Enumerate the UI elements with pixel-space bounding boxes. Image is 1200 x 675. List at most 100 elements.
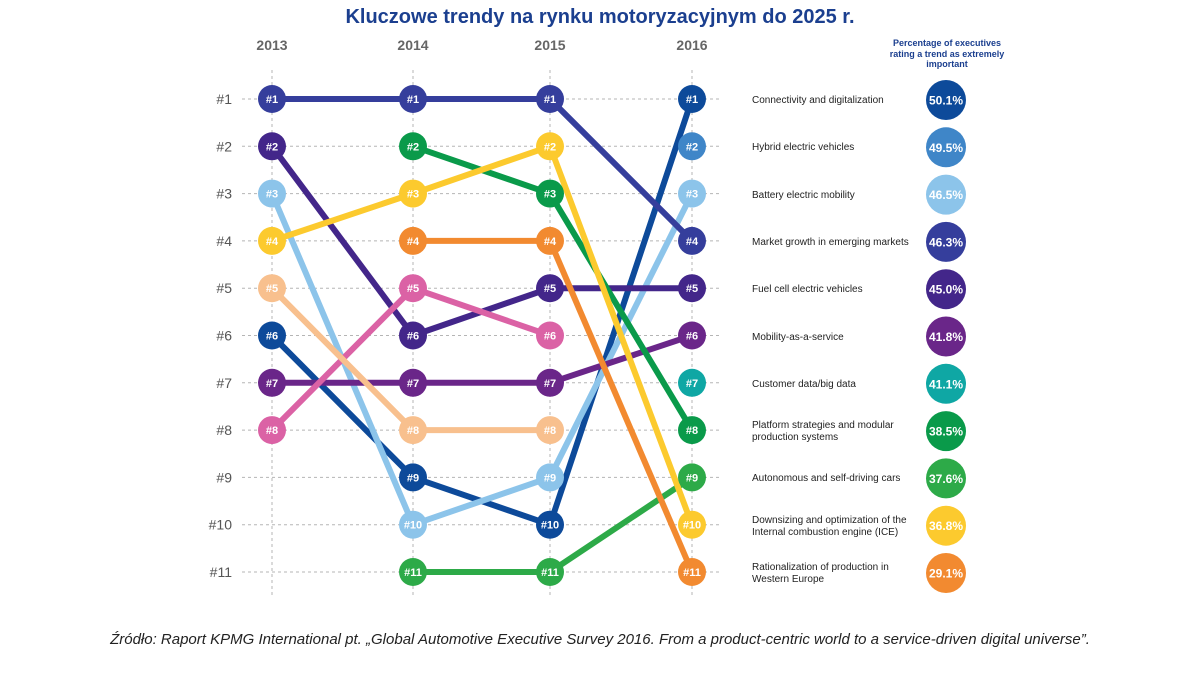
rank-marker: [399, 558, 427, 586]
rank-marker-label: #11: [541, 567, 559, 579]
rank-marker: [536, 416, 564, 445]
y-tick-label: #11: [210, 564, 233, 580]
rank-marker: [536, 368, 564, 397]
rank-marker: [678, 274, 706, 303]
rank-marker-label: #2: [686, 141, 698, 153]
legend-percent-value: 41.8%: [929, 330, 963, 344]
legend-label: Autonomous and self-driving cars: [752, 473, 901, 485]
legend-percent-value: 49.5%: [929, 141, 963, 155]
legend-percent-badge: [926, 553, 966, 593]
rank-marker: [399, 179, 427, 208]
rank-marker-label: #10: [404, 520, 422, 532]
rank-marker: [678, 368, 706, 397]
y-tick-label: #5: [216, 280, 232, 296]
rank-marker: [536, 463, 564, 492]
rank-marker: [258, 85, 286, 113]
rank-marker-label: #4: [407, 236, 420, 248]
x-tick-label: 2014: [397, 37, 428, 53]
y-tick-label: #1: [216, 91, 232, 107]
legend-label: Downsizing and optimization of the Inter…: [752, 514, 907, 538]
rank-marker-label: #11: [683, 567, 701, 579]
rank-marker-label: #9: [407, 472, 419, 484]
chart-title: Kluczowe trendy na rynku motoryzacyjnym …: [345, 6, 855, 28]
rank-marker: [399, 463, 427, 492]
legend-percent-value: 46.3%: [929, 235, 963, 249]
rank-marker: [536, 274, 564, 303]
rank-marker-label: #7: [544, 378, 556, 390]
series-line: [272, 332, 693, 386]
rank-marker: [536, 226, 564, 255]
series-line: [269, 286, 550, 434]
legend-percent-value: 45.0%: [929, 283, 963, 297]
rank-marker: [536, 85, 564, 113]
y-tick-label: #7: [216, 375, 232, 391]
rank-marker: [258, 132, 286, 161]
legend-label: Customer data/big data: [752, 378, 856, 390]
legend-percent-badge: [926, 363, 966, 404]
rank-marker-label: #1: [266, 94, 278, 106]
rank-marker: [399, 510, 427, 539]
legend-label: Market growth in emerging markets: [752, 236, 909, 248]
y-tick-label: #9: [216, 469, 232, 485]
y-tick-label: #8: [216, 422, 232, 438]
rank-marker-label: #7: [407, 378, 419, 390]
legend-percent-badge: [926, 269, 966, 310]
rank-marker: [258, 416, 286, 445]
legend: 50.1% 49.5% 46.5% 46.3% 45.0% 41.8% 41.1% 38.5%…: [926, 80, 966, 593]
rank-marker: [399, 226, 427, 255]
legend-percent-badge: [926, 174, 966, 215]
legend-percent-badge: [926, 316, 966, 357]
rank-marker-label: #7: [266, 378, 278, 390]
rank-marker: [399, 416, 427, 445]
legend-percent-value: 29.1%: [929, 567, 963, 581]
rank-marker: [258, 274, 286, 303]
legend-label: Connectivity and digitalization: [752, 95, 884, 106]
y-tick-label: #3: [216, 186, 232, 202]
rank-marker-label: #3: [544, 189, 556, 201]
series-line: [269, 285, 551, 433]
rank-marker-label: #1: [686, 94, 698, 106]
legend-label: Platform strategies and modular producti…: [752, 420, 894, 444]
rank-marker-label: #3: [407, 189, 419, 201]
legend-label: Hybrid electric vehicles: [752, 142, 855, 154]
rank-marker: [399, 274, 427, 303]
series-line: [271, 143, 695, 526]
legend-percent-value: 41.1%: [929, 377, 963, 391]
rank-marker-label: #5: [266, 283, 278, 295]
rank-marker-label: #8: [686, 425, 698, 437]
series-markers: #6 #9 #10 #1 #2 #3 #10 #9 #3 #1 #1 #1 #4 #2 #6 #5 #5 #7 #7…: [258, 85, 706, 586]
series-line: [272, 96, 695, 244]
legend-percent-value: 38.5%: [929, 425, 963, 439]
rank-marker-label: #9: [544, 472, 556, 484]
rank-marker: [678, 321, 706, 350]
y-tick-label: #6: [216, 328, 232, 344]
y-axis-labels: #1 #2 #3 #4 #5 #6 #7 #8 #9 #10 #11: [209, 91, 233, 580]
legend-percent-badge: [926, 127, 966, 168]
legend-percent-badge: [926, 458, 966, 499]
rank-marker-label: #4: [266, 236, 279, 248]
rank-marker-label: #8: [407, 425, 419, 437]
legend-label: Battery electric mobility: [752, 189, 855, 201]
rank-marker-label: #4: [544, 236, 557, 248]
rank-marker: [678, 179, 706, 208]
rank-marker-label: #2: [266, 141, 278, 153]
rank-marker-label: #1: [544, 94, 556, 106]
rank-marker: [536, 132, 564, 161]
rank-marker-label: #5: [544, 283, 556, 295]
rank-marker-label: #8: [266, 425, 278, 437]
legend-percent-badge: [926, 80, 966, 120]
rank-marker-label: #10: [683, 520, 701, 532]
rank-marker-label: #9: [686, 472, 698, 484]
x-tick-label: 2015: [534, 37, 565, 53]
rank-marker: [678, 416, 706, 445]
y-tick-label: #2: [216, 138, 232, 154]
legend-label: Mobility-as-a-service: [752, 331, 844, 343]
rank-marker: [536, 179, 564, 208]
y-tick-label: #10: [209, 517, 233, 533]
x-tick-label: 2016: [676, 37, 707, 53]
rank-marker-label: #3: [686, 189, 698, 201]
rank-marker: [678, 85, 706, 113]
rank-marker-label: #6: [407, 331, 419, 343]
legend-label: Fuel cell electric vehicles: [752, 284, 863, 296]
rank-marker-label: #11: [404, 567, 422, 579]
